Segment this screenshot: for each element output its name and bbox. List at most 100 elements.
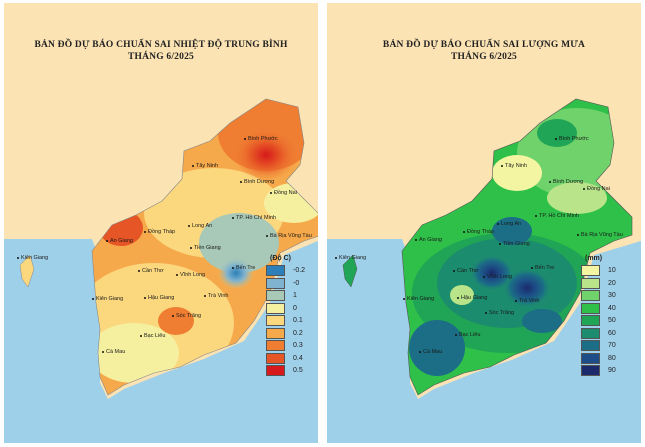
legend-swatch xyxy=(266,352,285,364)
legend-swatch xyxy=(581,265,600,277)
coastline xyxy=(91,98,318,396)
sea xyxy=(4,239,318,443)
panel-divider xyxy=(320,3,322,443)
legend-swatch xyxy=(581,315,600,327)
legend-label: 80 xyxy=(608,354,616,362)
legend-label: 1 xyxy=(293,292,297,300)
legend-label: 0.3 xyxy=(293,342,303,350)
legend-label: -0 xyxy=(293,279,300,287)
coastline xyxy=(401,98,633,396)
place-label: Hậu Giang xyxy=(457,295,487,301)
legend-row: 0 xyxy=(266,302,305,315)
legend-swatch xyxy=(266,365,285,377)
legend-label: 20 xyxy=(608,279,616,287)
legend-swatch xyxy=(581,277,600,289)
place-label: Cà Mau xyxy=(102,349,125,355)
place-label: Cần Thơ xyxy=(138,268,164,274)
legend-label: 10 xyxy=(608,267,616,275)
place-label: Kiên Giang xyxy=(92,296,123,302)
legend-label: 0 xyxy=(293,304,297,312)
place-label: Tây Ninh xyxy=(192,163,218,169)
legend-label: 0.1 xyxy=(293,317,303,325)
legend-row: 90 xyxy=(581,365,616,377)
legend-label: 0.2 xyxy=(293,329,303,337)
place-label: Cà Mau xyxy=(419,349,442,355)
place-label: An Giang xyxy=(106,238,133,244)
legend-swatch xyxy=(266,302,285,314)
legend-swatch xyxy=(581,290,600,302)
rainfall-map-title: BẢN ĐỒ DỰ BÁO CHUẨN SAI LƯỢNG MƯA xyxy=(382,40,586,50)
place-label: Bình Phước xyxy=(555,136,589,142)
place-label: Kiên Giang xyxy=(335,255,366,261)
place-label: Đồng Nai xyxy=(270,190,297,196)
place-label: Bà Rịa Vũng Tàu xyxy=(266,233,312,239)
legend-row: 60 xyxy=(581,327,616,340)
legend-label: 40 xyxy=(608,304,616,312)
place-label: Trà Vinh xyxy=(515,298,539,304)
place-label: Kiên Giang xyxy=(17,255,48,261)
rainfall-map-subtitle: THÁNG 6/2025 xyxy=(450,52,517,62)
legend-row: 50 xyxy=(581,315,616,327)
legend-swatch xyxy=(266,340,285,352)
legend-swatch xyxy=(266,327,285,339)
place-label: TP. Hồ Chí Minh xyxy=(535,213,579,219)
legend-title: (mm) xyxy=(585,255,603,262)
place-label: Bến Tre xyxy=(232,265,255,271)
legend-label: -0.2 xyxy=(293,267,306,275)
legend-swatch xyxy=(581,365,600,377)
place-label: An Giang xyxy=(415,237,442,243)
legend-row: 0.4 xyxy=(266,352,305,365)
legend-title: (Độ C) xyxy=(270,255,291,262)
legend-row: 10 xyxy=(581,265,616,277)
temperature-legend: (Độ C) -0.2 -0 1 0 0.1 0.2 0.3 0.4 0.5 xyxy=(266,255,305,378)
temperature-map-subtitle: THÁNG 6/2025 xyxy=(127,52,194,62)
place-label: Vĩnh Long xyxy=(176,272,205,278)
place-label: Bình Dương xyxy=(240,179,274,185)
legend-swatch xyxy=(581,340,600,352)
legend-label: 0.5 xyxy=(293,367,303,375)
legend-label: 30 xyxy=(608,292,616,300)
legend-row: 80 xyxy=(581,352,616,365)
place-label: Long An xyxy=(188,223,212,229)
legend-row: 1 xyxy=(266,290,305,302)
place-label: Bạc Liêu xyxy=(140,333,165,339)
place-label: Sóc Trăng xyxy=(172,313,201,319)
rainfall-map-panel: BẢN ĐỒ DỰ BÁO CHUẨN SAI LƯỢNG MƯA THÁNG … xyxy=(327,3,641,443)
legend-swatch xyxy=(581,302,600,314)
legend-row: -0 xyxy=(266,277,305,290)
legend-row: 0.1 xyxy=(266,315,305,327)
place-label: Bình Dương xyxy=(549,179,583,185)
temperature-map-title: BẢN ĐỒ DỰ BÁO CHUẨN SAI NHIỆT ĐỘ TRUNG B… xyxy=(34,40,288,50)
legend-row: 0.5 xyxy=(266,365,305,377)
place-label: Bình Phước xyxy=(244,136,278,142)
rainfall-field xyxy=(402,99,632,395)
legend-items: 10 20 30 40 50 60 70 80 90 xyxy=(581,265,616,377)
place-label: Hậu Giang xyxy=(144,295,174,301)
legend-swatch xyxy=(266,315,285,327)
legend-label: 0.4 xyxy=(293,354,303,362)
place-label: Bà Rịa Vũng Tàu xyxy=(577,232,623,238)
legend-row: 40 xyxy=(581,302,616,315)
place-label: Đồng Tháp xyxy=(144,229,175,235)
place-label: Tiền Giang xyxy=(499,241,530,247)
place-label: Tây Ninh xyxy=(501,163,527,169)
place-label: Đồng Tháp xyxy=(463,229,494,235)
legend-row: 0.3 xyxy=(266,340,305,352)
legend-label: 70 xyxy=(608,342,616,350)
legend-swatch xyxy=(266,277,285,289)
place-label: Tiền Giang xyxy=(190,245,221,251)
legend-label: 50 xyxy=(608,317,616,325)
place-label: Đồng Nai xyxy=(583,186,610,192)
legend-label: 60 xyxy=(608,329,616,337)
legend-items: -0.2 -0 1 0 0.1 0.2 0.3 0.4 0.5 xyxy=(266,265,305,377)
place-label: Bạc Liêu xyxy=(455,332,480,338)
legend-swatch xyxy=(581,352,600,364)
place-label: Kiên Giang xyxy=(403,296,434,302)
place-label: Vĩnh Long xyxy=(483,274,512,280)
temperature-map-panel: BẢN ĐỒ DỰ BÁO CHUẨN SAI NHIỆT ĐỘ TRUNG B… xyxy=(4,3,318,443)
legend-row: 0.2 xyxy=(266,327,305,340)
rainfall-legend: (mm) 10 20 30 40 50 60 70 80 90 xyxy=(581,255,616,378)
place-label: Bến Tre xyxy=(531,265,554,271)
legend-swatch xyxy=(266,290,285,302)
place-label: Sóc Trăng xyxy=(485,310,514,316)
